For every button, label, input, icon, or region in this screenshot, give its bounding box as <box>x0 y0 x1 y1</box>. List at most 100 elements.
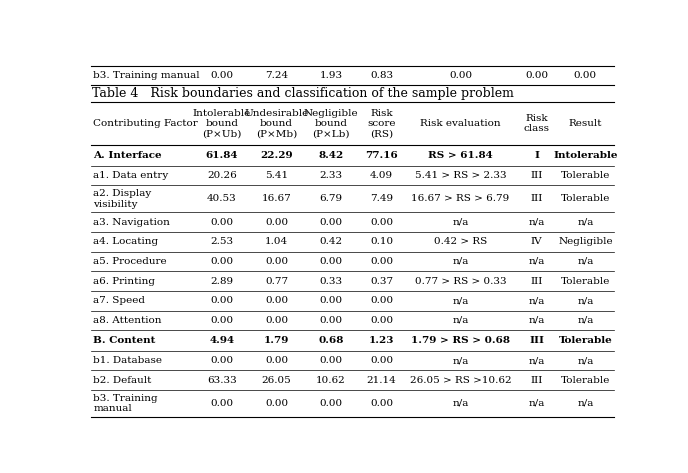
Text: 0.00: 0.00 <box>211 399 233 408</box>
Text: 0.10: 0.10 <box>370 237 394 246</box>
Text: B. Content: B. Content <box>94 336 156 345</box>
Text: n/a: n/a <box>453 399 469 408</box>
Text: 4.09: 4.09 <box>370 171 394 180</box>
Text: Tolerable: Tolerable <box>561 171 610 180</box>
Text: 2.89: 2.89 <box>211 277 233 286</box>
Text: 22.29: 22.29 <box>260 151 293 160</box>
Text: a8. Attention: a8. Attention <box>94 316 162 325</box>
Text: Undesirable
bound
(P×Mb): Undesirable bound (P×Mb) <box>244 109 309 139</box>
Text: 5.41: 5.41 <box>265 171 288 180</box>
Text: a7. Speed: a7. Speed <box>94 296 145 305</box>
Text: n/a: n/a <box>577 218 594 227</box>
Text: RS > 61.84: RS > 61.84 <box>428 151 493 160</box>
Text: III: III <box>530 277 543 286</box>
Text: Risk evaluation: Risk evaluation <box>420 119 501 128</box>
Text: b1. Database: b1. Database <box>94 356 162 365</box>
Text: n/a: n/a <box>577 399 594 408</box>
Text: III: III <box>529 336 544 345</box>
Text: 0.00: 0.00 <box>370 218 394 227</box>
Text: b2. Default: b2. Default <box>94 376 152 385</box>
Text: 7.24: 7.24 <box>265 71 288 80</box>
Text: n/a: n/a <box>453 257 469 266</box>
Text: 26.05: 26.05 <box>261 376 292 385</box>
Text: 1.79 > RS > 0.68: 1.79 > RS > 0.68 <box>411 336 510 345</box>
Text: 0.00: 0.00 <box>319 356 343 365</box>
Text: 0.00: 0.00 <box>319 296 343 305</box>
Text: 21.14: 21.14 <box>367 376 396 385</box>
Text: 0.00: 0.00 <box>449 71 472 80</box>
Text: 20.26: 20.26 <box>207 171 237 180</box>
Text: 0.42: 0.42 <box>319 237 343 246</box>
Text: Negligible
bound
(P×Lb): Negligible bound (P×Lb) <box>304 109 358 139</box>
Text: 40.53: 40.53 <box>207 194 237 203</box>
Text: 0.00: 0.00 <box>370 356 394 365</box>
Text: 0.00: 0.00 <box>370 399 394 408</box>
Text: Contributing Factor: Contributing Factor <box>94 119 198 128</box>
Text: 0.00: 0.00 <box>211 296 233 305</box>
Text: n/a: n/a <box>528 356 545 365</box>
Text: 6.79: 6.79 <box>319 194 343 203</box>
Text: Negligible: Negligible <box>558 237 613 246</box>
Text: 0.00: 0.00 <box>370 257 394 266</box>
Text: n/a: n/a <box>453 356 469 365</box>
Text: Risk
score
(RS): Risk score (RS) <box>367 109 396 139</box>
Text: 2.33: 2.33 <box>319 171 343 180</box>
Text: n/a: n/a <box>528 218 545 227</box>
Text: 10.62: 10.62 <box>316 376 346 385</box>
Text: III: III <box>530 376 543 385</box>
Text: 26.05 > RS >10.62: 26.05 > RS >10.62 <box>410 376 511 385</box>
Text: Tolerable: Tolerable <box>561 376 610 385</box>
Text: 0.00: 0.00 <box>319 399 343 408</box>
Text: 2.53: 2.53 <box>211 237 233 246</box>
Text: 0.00: 0.00 <box>265 316 288 325</box>
Text: 0.00: 0.00 <box>319 316 343 325</box>
Text: 0.00: 0.00 <box>370 296 394 305</box>
Text: a2. Display
visibility: a2. Display visibility <box>94 189 152 209</box>
Text: 0.00: 0.00 <box>211 257 233 266</box>
Text: 0.83: 0.83 <box>370 71 394 80</box>
Text: a4. Locating: a4. Locating <box>94 237 159 246</box>
Text: n/a: n/a <box>528 257 545 266</box>
Text: 0.00: 0.00 <box>211 71 233 80</box>
Text: n/a: n/a <box>577 257 594 266</box>
Text: 7.49: 7.49 <box>370 194 394 203</box>
Text: IV: IV <box>531 237 542 246</box>
Text: 0.77: 0.77 <box>265 277 288 286</box>
Text: 8.42: 8.42 <box>319 151 344 160</box>
Text: Intolerable
bound
(P×Ub): Intolerable bound (P×Ub) <box>193 109 251 139</box>
Text: 1.79: 1.79 <box>264 336 289 345</box>
Text: 16.67: 16.67 <box>261 194 292 203</box>
Text: a6. Printing: a6. Printing <box>94 277 155 286</box>
Text: 0.00: 0.00 <box>211 316 233 325</box>
Text: n/a: n/a <box>453 296 469 305</box>
Text: n/a: n/a <box>577 296 594 305</box>
Text: 61.84: 61.84 <box>206 151 238 160</box>
Text: n/a: n/a <box>577 316 594 325</box>
Text: I: I <box>534 151 539 160</box>
Text: 0.33: 0.33 <box>319 277 343 286</box>
Text: Result: Result <box>569 119 602 128</box>
Text: 1.93: 1.93 <box>319 71 343 80</box>
Text: a1. Data entry: a1. Data entry <box>94 171 169 180</box>
Text: 5.41 > RS > 2.33: 5.41 > RS > 2.33 <box>415 171 506 180</box>
Text: b3. Training manual: b3. Training manual <box>94 71 200 80</box>
Text: 0.37: 0.37 <box>370 277 394 286</box>
Text: Intolerable: Intolerable <box>553 151 618 160</box>
Text: 0.00: 0.00 <box>265 296 288 305</box>
Text: a3. Navigation: a3. Navigation <box>94 218 171 227</box>
Text: 4.94: 4.94 <box>209 336 235 345</box>
Text: b3. Training
manual: b3. Training manual <box>94 394 158 413</box>
Text: 77.16: 77.16 <box>365 151 398 160</box>
Text: n/a: n/a <box>453 316 469 325</box>
Text: Tolerable: Tolerable <box>561 277 610 286</box>
Text: 16.67 > RS > 6.79: 16.67 > RS > 6.79 <box>411 194 510 203</box>
Text: n/a: n/a <box>577 356 594 365</box>
Text: A. Interface: A. Interface <box>94 151 162 160</box>
Text: 0.77 > RS > 0.33: 0.77 > RS > 0.33 <box>415 277 506 286</box>
Text: Risk
class: Risk class <box>524 114 550 133</box>
Text: 0.00: 0.00 <box>574 71 597 80</box>
Text: n/a: n/a <box>528 296 545 305</box>
Text: 1.23: 1.23 <box>369 336 394 345</box>
Text: 0.00: 0.00 <box>319 218 343 227</box>
Text: a5. Procedure: a5. Procedure <box>94 257 167 266</box>
